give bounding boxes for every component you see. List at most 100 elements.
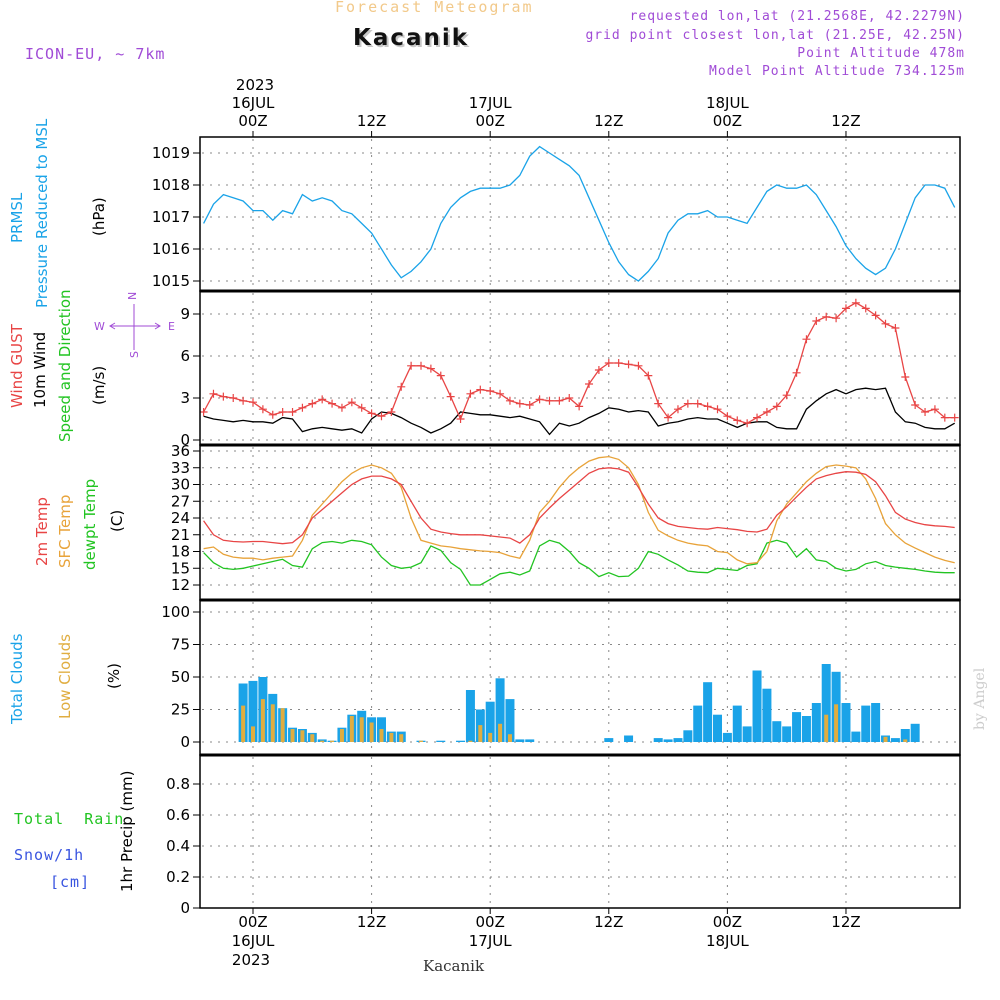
gust-point <box>762 408 771 416</box>
bottom-hour-label: 00Z <box>238 913 268 931</box>
low-cloud-bar <box>903 739 908 742</box>
gust-point <box>446 392 455 401</box>
gust-point <box>199 408 208 416</box>
gust-point <box>377 412 386 421</box>
low-cloud-bar <box>270 704 275 742</box>
gust-point <box>841 304 850 313</box>
y-tick-label: 0.6 <box>166 806 190 824</box>
total-cloud-bar <box>525 739 535 742</box>
gust-point <box>851 298 860 307</box>
point-altitude: Point Altitude 478m <box>797 46 965 61</box>
compass-west: W <box>94 320 105 333</box>
low-cloud-bar <box>389 732 394 742</box>
rain-word: Rain <box>84 810 125 828</box>
low-cloud-bar <box>320 740 325 742</box>
total-cloud-bar <box>811 703 821 742</box>
low-cloud-bar <box>359 717 364 742</box>
y-tick-label: 25 <box>171 701 190 719</box>
total-cloud-bar <box>772 721 782 742</box>
low-cloud-bar <box>330 740 335 742</box>
bottom-hour-label: 00Z <box>475 913 505 931</box>
gust-point <box>664 413 673 422</box>
bottom-date-label: 18JUL <box>705 932 749 950</box>
top-hour-label: 00Z <box>712 112 743 130</box>
gust-point <box>802 335 811 344</box>
gust-point <box>288 408 297 416</box>
gust-point <box>901 373 910 381</box>
gust-point <box>318 395 327 404</box>
model-point-altitude: Model Point Altitude 734.125m <box>709 64 965 79</box>
y-tick-label: 33 <box>171 459 190 477</box>
total-rain-label: Total Rain <box>14 810 124 828</box>
total-cloud-bar <box>782 726 792 742</box>
requested-coordinates: requested lon,lat (21.2568E, 42.2279N) <box>629 9 965 24</box>
gust-point <box>515 399 524 408</box>
y-tick-label: 36 <box>171 442 190 460</box>
low-cloud-bar <box>883 736 888 742</box>
gust-point <box>328 399 337 408</box>
total-cloud-bar <box>465 690 475 742</box>
top-hour-label: 12Z <box>594 112 624 130</box>
top-hour-label: 12Z <box>356 112 387 130</box>
bottom-hour-label: 00Z <box>712 913 743 931</box>
low-cloud-bar <box>260 699 265 742</box>
top-date-label: 16JUL <box>231 94 275 112</box>
y-tick-label: 100 <box>161 603 190 621</box>
compass-south: S <box>128 351 141 358</box>
gust-point <box>930 405 939 414</box>
gust-point <box>753 413 762 422</box>
gust-point <box>861 304 870 313</box>
total-cloud-bar <box>436 740 446 742</box>
bottom-date-label: 16JUL <box>231 932 275 950</box>
gust-point <box>308 399 317 408</box>
gust-point <box>604 359 613 367</box>
total-cloud-bar <box>841 703 851 742</box>
y-tick-label: 24 <box>171 509 190 527</box>
total-cloud-bar <box>801 716 811 742</box>
gust-point <box>614 359 623 367</box>
gust-point <box>535 395 544 404</box>
gust-point <box>782 391 791 400</box>
y-tick-label: 18 <box>171 543 190 561</box>
total-cloud-bar <box>604 738 614 742</box>
total-cloud-bar <box>693 705 703 742</box>
gust-point <box>822 312 831 321</box>
gust-point <box>456 415 465 423</box>
gust-point <box>505 396 514 405</box>
chart-super-title: Forecast Meteogram <box>335 0 534 16</box>
y-tick-label: 0 <box>180 733 190 751</box>
gust-point <box>565 394 574 402</box>
y-tick-label: 1016 <box>152 240 190 258</box>
top-year-label: 2023 <box>235 76 275 94</box>
low-cloud-bar <box>834 704 839 742</box>
total-cloud-bar <box>485 701 495 742</box>
total-cloud-bar <box>792 712 802 742</box>
low-cloud-bar <box>349 716 354 742</box>
total-cloud-bar <box>861 705 871 742</box>
gust-point <box>239 396 248 405</box>
gust-point <box>347 398 356 407</box>
total-cloud-bar <box>624 735 634 742</box>
y-tick-label: 1015 <box>152 272 190 290</box>
gust-point <box>466 389 475 398</box>
gust-point <box>426 364 435 373</box>
gust-point <box>585 380 594 388</box>
gust-point <box>940 413 949 422</box>
temp-2m-line <box>203 467 955 545</box>
total-cloud-bar <box>703 682 713 742</box>
low-cloud-bar <box>824 714 829 742</box>
dewpt-line <box>203 539 955 586</box>
compass-north: N <box>126 292 139 300</box>
total-cloud-bar <box>890 738 900 742</box>
y-tick-label: 50 <box>171 668 190 686</box>
gust-point <box>575 402 584 411</box>
top-date-label: 18JUL <box>705 94 749 112</box>
gust-point <box>772 402 781 411</box>
total-word: Total <box>14 810 65 828</box>
gust-point <box>298 403 307 412</box>
low-cloud-bar <box>468 740 473 742</box>
snow-label: Snow/1h <box>14 846 85 864</box>
low-cloud-bar <box>339 729 344 742</box>
gust-point <box>723 412 732 421</box>
